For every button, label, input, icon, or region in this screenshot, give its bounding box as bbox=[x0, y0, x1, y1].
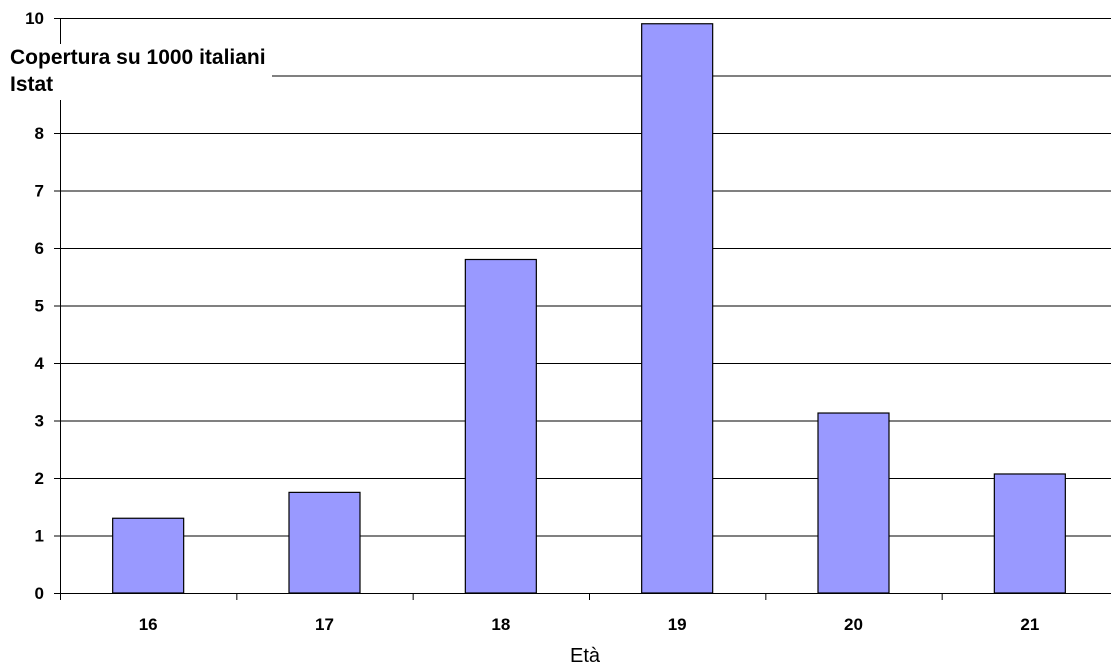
x-tick-label-20: 20 bbox=[844, 615, 863, 634]
bar-21 bbox=[993, 473, 1066, 594]
y-tick-label-0: 0 bbox=[35, 584, 44, 603]
y-tick-label-7: 7 bbox=[35, 182, 44, 201]
x-axis-label: Età bbox=[570, 645, 601, 667]
y-axis-label-line-2: Istat bbox=[10, 73, 54, 96]
y-tick-label-6: 6 bbox=[35, 239, 44, 258]
axes bbox=[54, 18, 1111, 600]
bar-20 bbox=[817, 412, 890, 594]
bar-19 bbox=[641, 23, 714, 594]
bar-16 bbox=[112, 517, 185, 594]
y-axis-label-line-1: Copertura su 1000 italiani bbox=[10, 46, 266, 69]
x-tick-label-16: 16 bbox=[139, 615, 158, 634]
y-tick-label-3: 3 bbox=[35, 412, 44, 431]
tick-labels: 0 1 2 3 4 5 6 7 8 10 16 17 18 19 20 21 bbox=[25, 9, 1039, 634]
x-tick-label-21: 21 bbox=[1020, 615, 1039, 634]
bar-18 bbox=[464, 258, 537, 594]
y-tick-label-5: 5 bbox=[35, 297, 44, 316]
x-tick-label-17: 17 bbox=[315, 615, 334, 634]
y-axis-label: Copertura su 1000 italiani Istat bbox=[6, 44, 272, 100]
y-tick-label-4: 4 bbox=[35, 354, 45, 373]
y-tick-label-1: 1 bbox=[35, 527, 44, 546]
bars bbox=[112, 23, 1066, 594]
y-tick-label-10: 10 bbox=[25, 9, 44, 28]
bar-17 bbox=[288, 491, 361, 594]
x-tick-label-19: 19 bbox=[668, 615, 687, 634]
y-tick-label-8: 8 bbox=[35, 124, 44, 143]
x-tick-label-18: 18 bbox=[491, 615, 510, 634]
y-tick-label-2: 2 bbox=[35, 469, 44, 488]
grid-lines bbox=[60, 18, 1111, 537]
